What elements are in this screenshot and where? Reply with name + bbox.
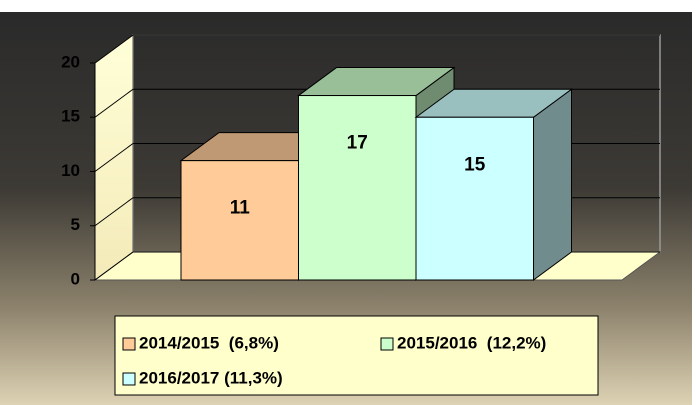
bar [180, 160, 299, 281]
grid-line [94, 251, 134, 281]
legend-label: 2016/2017 (11,3%) [139, 368, 283, 387]
y-tick-label: 0 [71, 269, 80, 288]
data-label: 15 [464, 154, 486, 175]
y-tick-label: 10 [61, 161, 80, 180]
bar-side [533, 88, 572, 281]
data-label: 11 [230, 198, 251, 219]
legend [114, 315, 599, 396]
grid-line [94, 34, 134, 64]
legend-label: 2014/2015 (6,8%) [139, 333, 279, 352]
legend-swatch [122, 372, 136, 386]
grid-line [94, 143, 134, 172]
y-tick-label: 5 [71, 215, 80, 234]
data-label: 17 [347, 133, 368, 154]
bar [415, 116, 534, 281]
legend-swatch [380, 337, 394, 351]
legend-label: 2015/2016 (12,2%) [397, 333, 546, 352]
y-tick-label: 15 [61, 107, 80, 126]
y-tick-label: 20 [61, 52, 80, 71]
legend-swatch [122, 337, 136, 351]
grid-line [94, 197, 134, 227]
bar [298, 95, 417, 281]
grid-line [94, 88, 134, 118]
